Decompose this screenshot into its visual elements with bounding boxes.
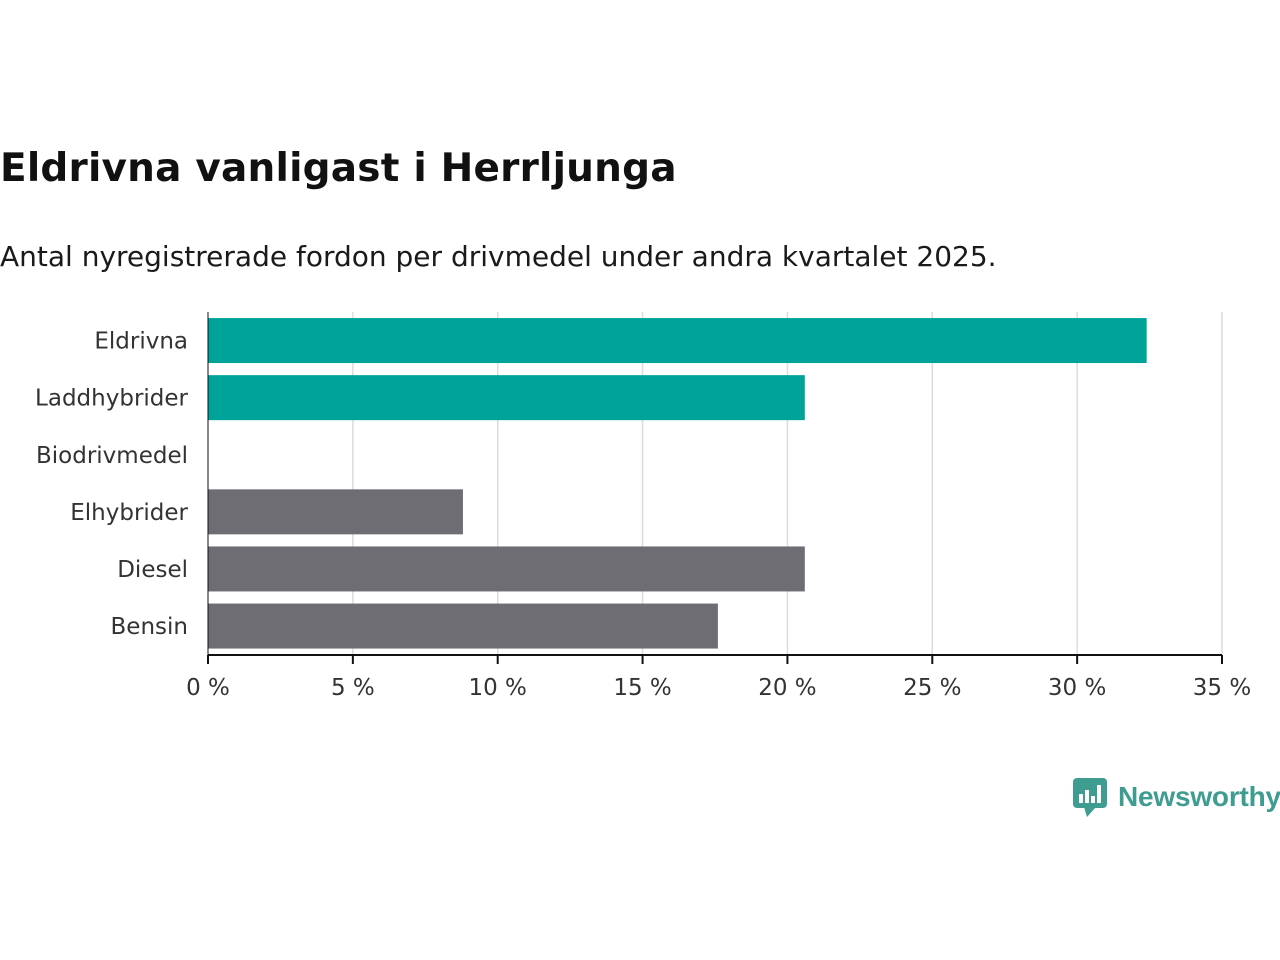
- bar-bensin: [208, 603, 718, 649]
- x-tick-label: 15 %: [613, 675, 671, 701]
- chart-subtitle: Antal nyregistrerade fordon per drivmede…: [0, 240, 997, 273]
- x-tick-label: 0 %: [186, 675, 230, 701]
- category-label: Bensin: [111, 614, 188, 640]
- category-labels: Eldrivna Laddhybrider Biodrivmedel Elhybrid…: [35, 329, 188, 641]
- bar-chart-speech-icon: [1073, 778, 1107, 817]
- bars: [208, 318, 1147, 649]
- bar-diesel: [208, 546, 805, 592]
- x-tick-label: 35 %: [1193, 675, 1251, 701]
- x-tick-label: 30 %: [1048, 675, 1106, 701]
- x-tick-label: 20 %: [758, 675, 816, 701]
- category-label: Eldrivna: [94, 329, 188, 355]
- x-axis: 0 % 5 % 10 % 15 % 20 % 25 % 30 % 35 %: [186, 312, 1251, 701]
- category-label: Laddhybrider: [35, 386, 188, 412]
- x-tick-label: 5 %: [331, 675, 375, 701]
- category-label: Elhybrider: [70, 500, 188, 526]
- chart-title: Eldrivna vanligast i Herrljunga: [0, 146, 677, 191]
- x-tick-label: 25 %: [903, 675, 961, 701]
- x-tick-label: 10 %: [468, 675, 526, 701]
- brand-name: Newsworthy: [1118, 781, 1280, 812]
- bar-eldrivna: [208, 318, 1147, 364]
- bar-chart: Eldrivna Laddhybrider Biodrivmedel Elhybrid…: [35, 312, 1251, 701]
- bar-elhybrider: [208, 489, 463, 535]
- category-label: Diesel: [117, 557, 188, 583]
- gridlines: [352, 312, 1223, 655]
- category-label: Biodrivmedel: [36, 443, 188, 469]
- newsworthy-logo: Newsworthy: [1072, 776, 1280, 818]
- bar-laddhybrider: [208, 375, 805, 421]
